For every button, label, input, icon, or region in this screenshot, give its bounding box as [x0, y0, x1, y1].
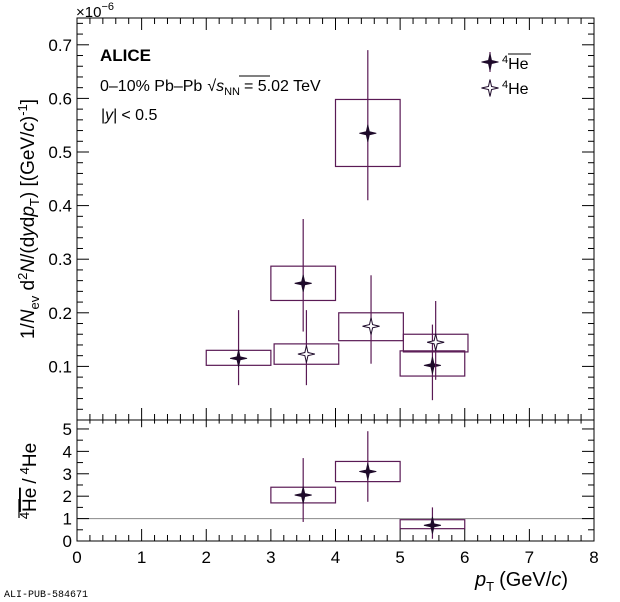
bottom-y-tick-label: 0	[63, 532, 72, 551]
top-y-tick-label: 0.7	[48, 36, 72, 55]
legend-entry-antihelium-label: 4He	[502, 54, 529, 73]
antihelium-point	[229, 349, 248, 367]
helium-point	[427, 333, 445, 351]
bottom-y-tick-label: 2	[63, 487, 72, 506]
rapidity-label: |y| < 0.5	[101, 107, 157, 124]
footer-id: ALI-PUB-584671	[4, 590, 88, 601]
helium-point	[297, 345, 316, 363]
bottom-y-tick-label: 3	[63, 465, 72, 484]
x-tick-label: 3	[266, 548, 275, 567]
experiment-label: ALICE	[100, 46, 151, 65]
legend-entry-helium-label: 4He	[502, 79, 529, 98]
top-y-tick-label: 0.5	[48, 143, 72, 162]
top-y-tick-label: 0.6	[48, 89, 72, 108]
x-tick-label: 0	[72, 548, 81, 567]
top-y-axis-title: 1/Nev d2N/(dydpT) [(GeV/c)-1]	[15, 99, 42, 339]
bottom-y-axis-title: 4He/4He	[17, 443, 41, 519]
bottom-data-marks	[270, 431, 466, 539]
x-tick-label: 7	[525, 548, 534, 567]
x-tick-label: 5	[395, 548, 404, 567]
antihelium-point	[423, 356, 442, 374]
bottom-y-tick-label: 1	[63, 510, 72, 529]
ratio-point	[294, 486, 312, 504]
legend	[481, 52, 499, 97]
top-y-tick-label: 0.1	[48, 357, 72, 376]
antihelium-point	[294, 274, 312, 292]
x-tick-label: 1	[137, 548, 146, 567]
legend-antihelium-marker	[481, 53, 499, 71]
x-tick-label: 6	[460, 548, 469, 567]
top-axis-ticks: 0.1 0.2 0.3 0.4 0.5 0.6 0.7	[48, 18, 595, 420]
top-data-marks	[205, 50, 469, 401]
system-label: 0–10% Pb–Pb √sNN = 5.02 TeV	[100, 78, 321, 98]
top-y-tick-label: 0.3	[48, 250, 72, 269]
x-tick-label: 8	[589, 548, 598, 567]
antihelium-point	[359, 124, 377, 142]
top-y-tick-label: 0.2	[48, 304, 72, 323]
ratio-point	[359, 462, 377, 481]
x-tick-label: 2	[202, 548, 211, 567]
legend-helium-marker	[481, 79, 499, 97]
bottom-y-tick-label: 4	[63, 442, 72, 461]
bottom-y-tick-label: 5	[63, 420, 72, 439]
y-multiplier: ×10−6	[76, 1, 114, 21]
helium-point	[362, 317, 380, 335]
top-y-tick-label: 0.4	[48, 197, 72, 216]
ratio-point	[423, 516, 442, 534]
x-axis-title: pT (GeV/c)	[474, 569, 568, 594]
x-tick-label: 4	[331, 548, 340, 567]
